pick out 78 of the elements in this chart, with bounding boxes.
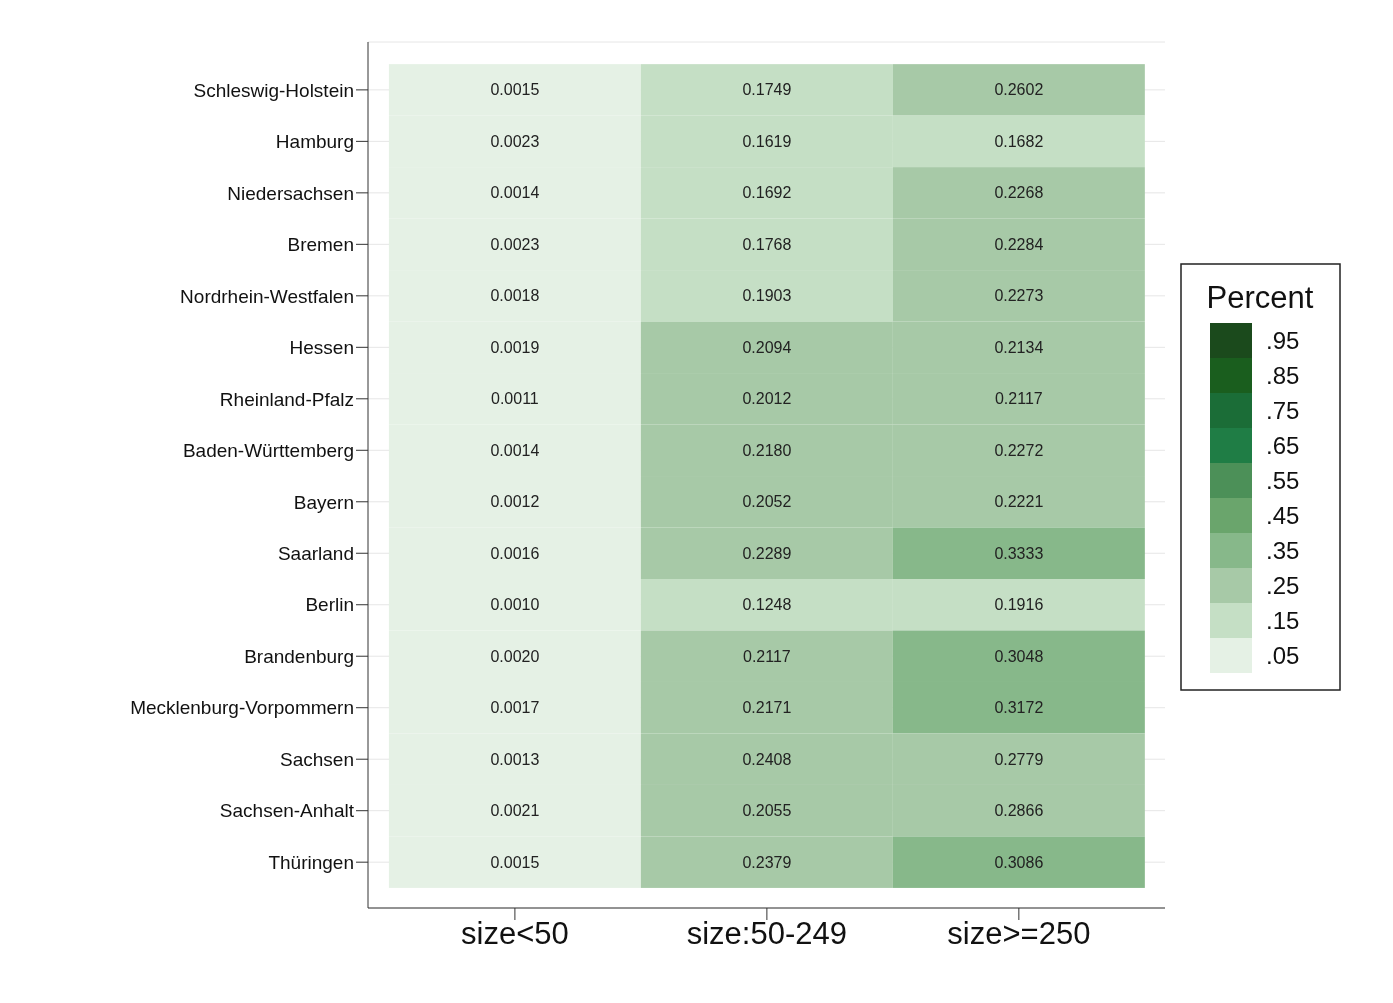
data-label: 0.3172 — [994, 699, 1044, 717]
data-label: 0.2866 — [994, 802, 1044, 820]
y-tick-label: Hessen — [289, 337, 354, 359]
data-label: 0.2268 — [994, 184, 1044, 202]
data-label: 0.0014 — [490, 184, 540, 202]
x-tick-label: size>=250 — [947, 916, 1091, 952]
data-label: 0.2055 — [742, 802, 792, 820]
y-tick-label: Sachsen — [280, 748, 354, 770]
y-tick-label: Saarland — [277, 543, 354, 564]
color-bar-label: .75 — [1266, 397, 1300, 424]
data-label: 0.2273 — [994, 287, 1044, 305]
y-tick-label: Mecklenburg-Vorpommern — [130, 697, 354, 719]
data-label: 0.1248 — [742, 596, 792, 614]
data-label: 0.0018 — [490, 287, 540, 305]
data-label: 0.2779 — [994, 750, 1044, 768]
y-tick-label: Schleswig-Holstein — [193, 79, 354, 101]
data-label: 0.2602 — [994, 81, 1044, 99]
data-label: 0.0021 — [490, 802, 540, 820]
color-bar-title: Percent — [1206, 280, 1314, 315]
color-bar-label: .35 — [1266, 537, 1300, 564]
data-label: 0.2171 — [742, 699, 792, 717]
data-label: 0.0010 — [490, 596, 540, 614]
data-label: 0.2379 — [742, 853, 792, 871]
data-label: 0.0016 — [490, 544, 540, 562]
y-tick-label: Hamburg — [275, 131, 354, 153]
data-label: 0.1903 — [742, 287, 792, 305]
data-label: 0.0013 — [490, 750, 540, 768]
color-bar-label: .95 — [1266, 327, 1300, 354]
data-label: 0.1682 — [994, 132, 1044, 150]
y-tick-label: Berlin — [305, 594, 354, 616]
data-label: 0.1916 — [994, 596, 1044, 614]
data-label: 0.2117 — [994, 390, 1043, 408]
data-label: 0.2012 — [742, 390, 792, 408]
data-label: 0.2272 — [994, 441, 1044, 459]
y-tick-label: Bayern — [293, 491, 354, 513]
data-label: 0.3048 — [994, 647, 1044, 665]
color-bar-label: .05 — [1266, 642, 1300, 669]
data-label: 0.2117 — [743, 647, 791, 665]
data-label: 0.2221 — [994, 493, 1044, 511]
y-tick-label: Nordrhein-Westfalen — [180, 285, 354, 307]
data-label: 0.3333 — [994, 544, 1044, 562]
data-label: 0.2284 — [994, 235, 1044, 253]
color-bar-label: .15 — [1266, 607, 1300, 634]
data-label: 0.1749 — [742, 81, 792, 99]
data-label: 0.0015 — [490, 81, 540, 99]
data-label: 0.2408 — [742, 750, 792, 768]
color-bar-label: .55 — [1266, 467, 1300, 494]
y-tick-label: Rheinland-Pfalz — [219, 388, 354, 410]
data-label: 0.0023 — [490, 235, 540, 253]
y-tick-label: Baden-Württemberg — [182, 440, 354, 462]
y-tick-label: Brandenburg — [244, 645, 354, 667]
x-tick-label: size<50 — [461, 916, 569, 952]
x-tick-label: size:50-249 — [686, 916, 848, 952]
data-label: 0.0019 — [490, 338, 540, 356]
color-bar-label: .85 — [1266, 362, 1300, 389]
data-label: 0.0023 — [490, 132, 540, 150]
color-bar-label: .45 — [1266, 502, 1300, 529]
data-label: 0.0012 — [490, 493, 540, 511]
data-label: 0.2134 — [994, 338, 1044, 356]
data-label: 0.0015 — [490, 853, 540, 871]
y-tick-label: Bremen — [287, 234, 354, 256]
y-tick-label: Niedersachsen — [227, 182, 354, 204]
data-label: 0.2180 — [742, 441, 792, 459]
color-bar-label: .65 — [1266, 432, 1300, 459]
data-label: 0.0020 — [490, 647, 540, 665]
data-label: 0.0011 — [491, 390, 539, 408]
data-label: 0.2094 — [742, 338, 792, 356]
y-tick-label: Thüringen — [268, 851, 354, 873]
data-label: 0.2052 — [742, 493, 792, 511]
color-bar-label: .25 — [1266, 572, 1300, 599]
data-label: 0.1619 — [742, 132, 792, 150]
data-label: 0.3086 — [994, 853, 1044, 871]
data-label: 0.1768 — [742, 235, 792, 253]
y-tick-label: Sachsen-Anhalt — [219, 800, 355, 822]
data-label: 0.2289 — [742, 544, 792, 562]
data-label: 0.0014 — [490, 441, 540, 459]
data-label: 0.1692 — [742, 184, 792, 202]
data-label: 0.0017 — [490, 699, 540, 717]
